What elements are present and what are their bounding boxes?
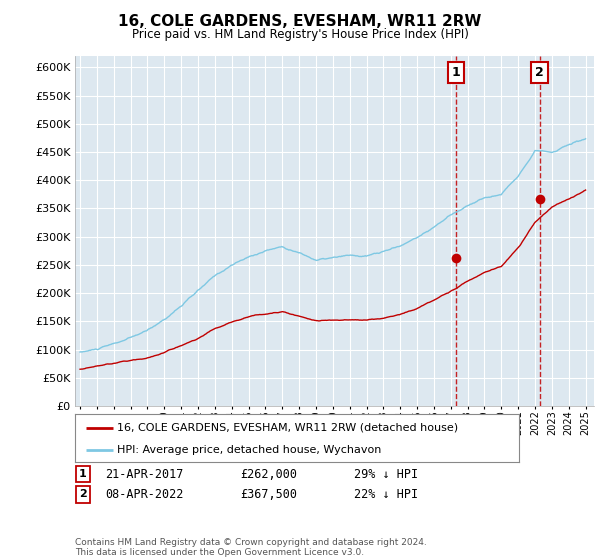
Text: 2: 2 [79,489,86,500]
Text: 1: 1 [79,469,86,479]
Text: 16, COLE GARDENS, EVESHAM, WR11 2RW: 16, COLE GARDENS, EVESHAM, WR11 2RW [118,14,482,29]
Text: 22% ↓ HPI: 22% ↓ HPI [354,488,418,501]
Text: Contains HM Land Registry data © Crown copyright and database right 2024.
This d: Contains HM Land Registry data © Crown c… [75,538,427,557]
Text: Price paid vs. HM Land Registry's House Price Index (HPI): Price paid vs. HM Land Registry's House … [131,28,469,41]
Text: 21-APR-2017: 21-APR-2017 [105,468,184,481]
Text: 16, COLE GARDENS, EVESHAM, WR11 2RW (detached house): 16, COLE GARDENS, EVESHAM, WR11 2RW (det… [117,423,458,433]
Text: 08-APR-2022: 08-APR-2022 [105,488,184,501]
Text: 1: 1 [451,66,460,79]
Text: 2: 2 [535,66,544,79]
Text: £367,500: £367,500 [240,488,297,501]
Text: 29% ↓ HPI: 29% ↓ HPI [354,468,418,481]
Text: £262,000: £262,000 [240,468,297,481]
Text: HPI: Average price, detached house, Wychavon: HPI: Average price, detached house, Wych… [117,445,382,455]
